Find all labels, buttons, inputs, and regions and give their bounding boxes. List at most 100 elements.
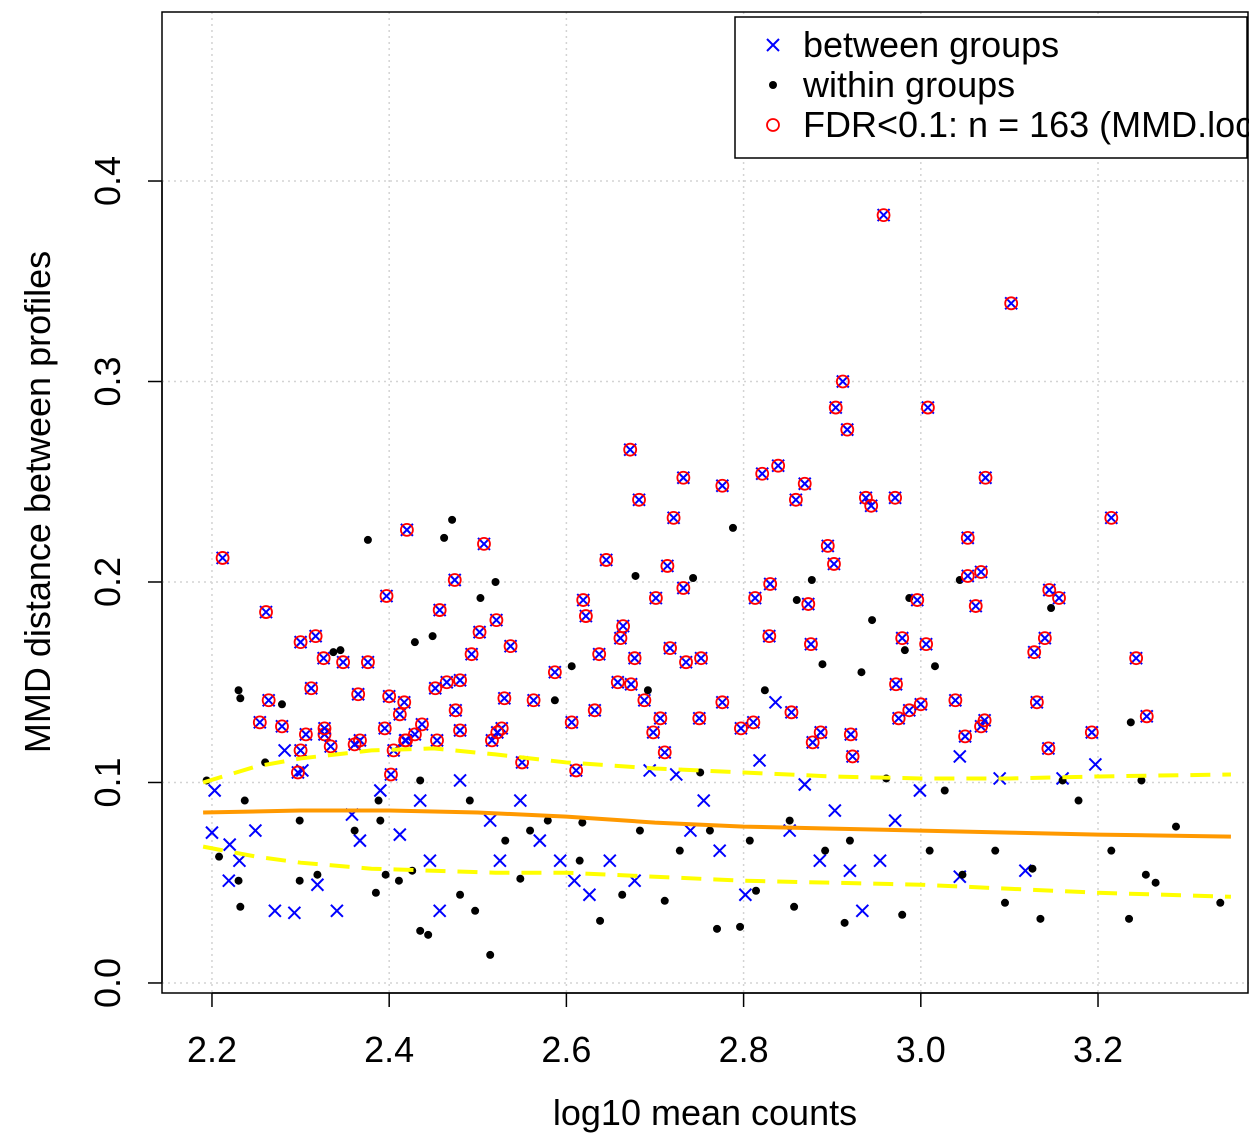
point — [857, 668, 866, 677]
point — [1141, 870, 1150, 879]
point — [660, 559, 675, 573]
point — [351, 687, 366, 702]
dot-marker — [234, 876, 243, 885]
point — [399, 733, 413, 748]
point — [635, 826, 644, 835]
point — [392, 707, 407, 722]
point — [582, 888, 597, 902]
point — [371, 888, 380, 897]
point — [336, 646, 345, 655]
cross-marker — [1088, 757, 1103, 772]
circle-marker — [448, 703, 463, 718]
x-tick-label: 3.0 — [896, 1029, 946, 1070]
dot-marker — [840, 918, 849, 927]
cross-marker — [712, 843, 727, 858]
point — [293, 743, 308, 758]
cross-marker — [798, 777, 812, 792]
dot-marker — [313, 870, 322, 879]
circle-marker — [828, 400, 843, 415]
dot-marker — [643, 686, 652, 695]
dot-marker — [236, 902, 245, 911]
point — [567, 874, 582, 888]
cross-marker — [373, 783, 388, 798]
point — [798, 777, 812, 792]
y-tick-label: 0.4 — [87, 156, 128, 206]
cross-marker — [248, 823, 263, 838]
dot-marker — [807, 575, 816, 584]
point — [215, 852, 224, 861]
point — [330, 904, 344, 918]
point — [760, 686, 769, 695]
point — [610, 675, 625, 690]
dot-marker — [501, 836, 510, 845]
point — [222, 874, 236, 888]
point — [676, 581, 691, 595]
dot-marker — [618, 890, 627, 899]
cross-marker — [888, 813, 902, 828]
y-tick-label: 0.0 — [87, 958, 128, 1008]
dot-marker — [675, 846, 684, 855]
circle-marker — [766, 118, 780, 132]
x-tick-label: 3.2 — [1073, 1029, 1123, 1070]
point — [379, 589, 394, 603]
point — [864, 498, 879, 513]
dot-marker — [486, 950, 495, 959]
circle-marker — [490, 725, 505, 740]
point — [813, 853, 827, 868]
dot-marker — [818, 660, 827, 669]
dot-marker — [705, 826, 714, 835]
point — [430, 733, 444, 748]
point — [316, 651, 331, 666]
x-tick-label: 2.4 — [364, 1029, 414, 1070]
circle-marker — [503, 639, 518, 654]
circle-marker — [494, 721, 509, 736]
point — [715, 478, 730, 493]
circle-marker — [1027, 645, 1042, 660]
point — [1042, 583, 1057, 597]
circle-marker — [428, 681, 443, 696]
point — [1171, 822, 1180, 831]
point — [1074, 796, 1083, 805]
point — [295, 876, 304, 885]
point — [313, 870, 322, 879]
point — [657, 745, 672, 760]
point — [1029, 695, 1044, 710]
point — [513, 793, 528, 808]
point — [336, 655, 351, 670]
cross-marker — [683, 823, 698, 838]
dot-marker — [1107, 846, 1116, 855]
point — [374, 796, 383, 805]
point — [627, 651, 642, 666]
cross-marker — [533, 833, 547, 848]
dot-marker — [930, 662, 939, 671]
dot-marker — [1028, 864, 1037, 873]
point — [679, 655, 693, 670]
point — [1151, 878, 1160, 887]
point — [1107, 846, 1116, 855]
circle-marker — [447, 573, 462, 587]
point — [745, 836, 754, 845]
point — [489, 613, 504, 627]
circle-marker — [646, 725, 661, 740]
dot-marker — [713, 924, 722, 933]
point — [576, 593, 591, 607]
cross-marker — [330, 904, 344, 918]
circle-marker — [547, 665, 562, 680]
circle-marker — [801, 597, 816, 611]
dot-marker — [1216, 898, 1225, 907]
point — [785, 816, 794, 825]
plot-border — [161, 11, 1249, 994]
point — [526, 693, 541, 708]
dot-marker — [465, 796, 474, 805]
point — [483, 813, 497, 828]
cross-marker — [603, 853, 617, 868]
dot-marker — [336, 646, 345, 655]
dot-marker — [240, 796, 249, 805]
point — [797, 476, 812, 491]
point — [293, 635, 308, 650]
circle-marker — [679, 655, 693, 670]
dot-marker — [958, 870, 967, 879]
circle-marker — [632, 492, 646, 507]
cross-marker — [310, 878, 325, 892]
dot-marker — [424, 930, 433, 939]
